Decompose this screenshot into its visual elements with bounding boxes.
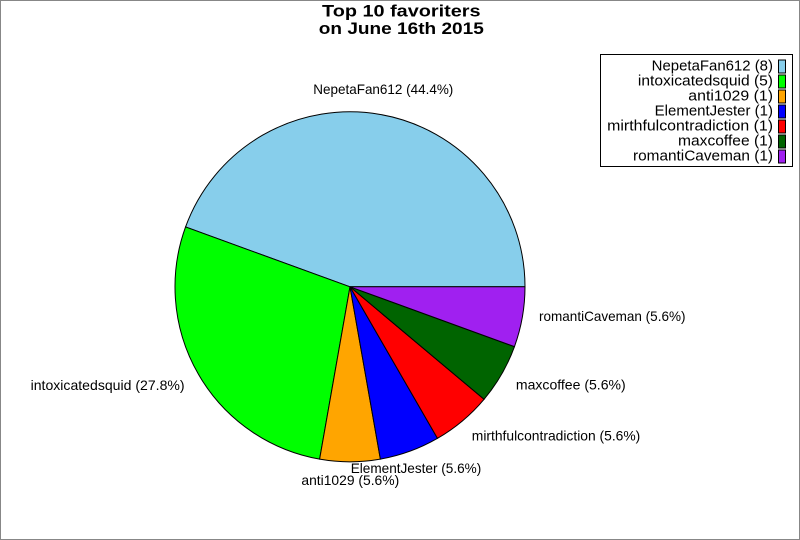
svg-text:Top 10 favoriters: Top 10 favoriters [322,2,481,20]
svg-text:mirthfulcontradiction (5.6%): mirthfulcontradiction (5.6%) [472,429,641,444]
svg-text:maxcoffee (1): maxcoffee (1) [678,134,773,150]
svg-text:on June 16th 2015: on June 16th 2015 [319,20,484,38]
svg-text:ElementJester (1): ElementJester (1) [655,104,773,120]
svg-text:mirthfulcontradiction (1): mirthfulcontradiction (1) [607,119,773,135]
svg-text:anti1029 (1): anti1029 (1) [688,89,773,105]
svg-text:romantiCaveman (5.6%): romantiCaveman (5.6%) [539,309,686,324]
svg-text:intoxicatedsquid (27.8%): intoxicatedsquid (27.8%) [31,378,185,393]
svg-text:NepetaFan612 (8): NepetaFan612 (8) [652,59,773,75]
svg-text:ElementJester (5.6%): ElementJester (5.6%) [351,461,482,476]
svg-text:romantiCaveman (1): romantiCaveman (1) [633,149,773,165]
svg-text:NepetaFan612 (44.4%): NepetaFan612 (44.4%) [313,82,453,97]
svg-text:maxcoffee (5.6%): maxcoffee (5.6%) [516,378,626,393]
svg-text:anti1029 (5.6%): anti1029 (5.6%) [301,473,399,488]
svg-text:intoxicatedsquid (5): intoxicatedsquid (5) [638,74,773,90]
